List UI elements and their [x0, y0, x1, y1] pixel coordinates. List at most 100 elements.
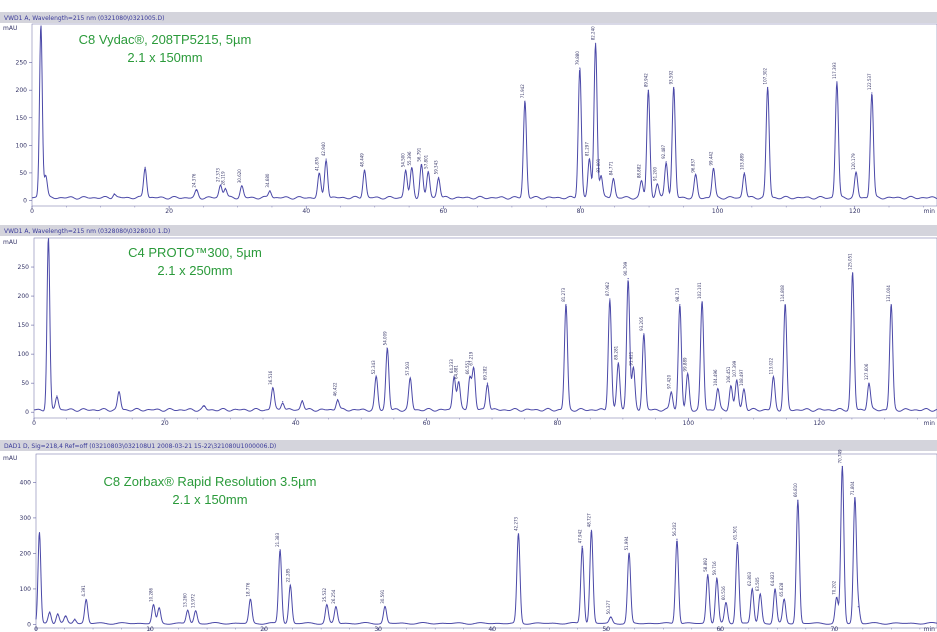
- y-tick-label: 200: [16, 87, 28, 94]
- peak-marker: [841, 465, 843, 468]
- peak-label: 127.606: [864, 363, 869, 380]
- peak-label: 21.383: [275, 532, 280, 546]
- peak-marker: [249, 598, 252, 601]
- peak-marker: [600, 175, 602, 177]
- peak-label: 89.942: [643, 73, 648, 87]
- peak-label: 107.399: [732, 360, 737, 377]
- peak-marker: [427, 171, 429, 173]
- y-tick-label: 300: [20, 515, 32, 522]
- peak-marker: [730, 385, 732, 387]
- peak-marker: [628, 552, 630, 555]
- peak-marker: [627, 278, 629, 280]
- peak-marker: [74, 618, 76, 620]
- peak-label: 98.713: [675, 287, 680, 301]
- peak-label: 30.591: [380, 589, 385, 603]
- peak-marker: [158, 607, 160, 610]
- peak-marker: [774, 588, 776, 590]
- peak-marker: [784, 304, 786, 306]
- y-tick-label: 100: [18, 351, 30, 358]
- peak-marker: [725, 602, 727, 604]
- peak-marker: [469, 376, 471, 378]
- peak-marker: [335, 606, 337, 608]
- x-tick-label: 100: [712, 208, 724, 215]
- peak-marker: [594, 42, 597, 44]
- peak-label: 103.889: [739, 153, 744, 170]
- peak-label: 67.219: [469, 351, 474, 365]
- y-tick-label: 0: [23, 197, 27, 204]
- peak-marker: [736, 542, 739, 544]
- y-tick-label: 250: [16, 60, 28, 67]
- peak-label: 4.391: [81, 585, 86, 597]
- peak-marker: [326, 604, 328, 606]
- peak-marker: [609, 298, 611, 300]
- peak-label: 61.501: [732, 525, 737, 539]
- panel-subtitle: 2.1 x 150mm: [172, 492, 247, 507]
- peak-label: 104.496: [713, 369, 718, 386]
- peak-label: 52.343: [371, 360, 376, 374]
- peak-marker: [565, 304, 567, 306]
- peak-label: 41.876: [314, 157, 319, 171]
- peak-marker: [144, 166, 146, 168]
- peak-label: 88.882: [637, 164, 642, 178]
- peak-marker: [57, 613, 59, 615]
- peak-label: 47.942: [577, 529, 582, 543]
- peak-label: 55.396: [407, 151, 412, 165]
- peak-label: 22.285: [285, 568, 290, 582]
- y-tick-label: 0: [25, 409, 29, 416]
- x-tick-label: 80: [554, 420, 562, 427]
- x-tick-label: 60: [440, 208, 448, 215]
- peak-marker: [857, 606, 859, 608]
- y-tick-label: 50: [19, 170, 27, 177]
- peak-label: 120.179: [851, 153, 856, 170]
- peak-label: 81.297: [584, 142, 589, 156]
- peak-marker: [113, 193, 115, 195]
- peak-marker: [643, 333, 645, 335]
- peak-marker: [707, 574, 709, 576]
- peak-label: 69.282: [482, 366, 487, 380]
- peak-marker: [409, 377, 411, 380]
- peak-label: 90.799: [623, 261, 628, 275]
- peak-label: 59.716: [712, 561, 717, 575]
- peak-label: 10.286: [148, 587, 153, 601]
- peak-marker: [743, 388, 745, 390]
- peak-marker: [219, 184, 222, 186]
- chromatogram-trace: [31, 25, 937, 200]
- peak-label: 108.497: [739, 369, 744, 386]
- peak-label: 125.051: [848, 253, 853, 270]
- peak-label: 83.001: [596, 158, 601, 172]
- peak-label: 58.892: [703, 557, 708, 571]
- plot-frame: [31, 23, 937, 207]
- peak-marker: [152, 604, 155, 606]
- peak-marker: [224, 187, 226, 189]
- peak-label: 97.420: [666, 374, 671, 388]
- peak-label: 62.803: [747, 571, 752, 585]
- peak-marker: [65, 616, 67, 618]
- peak-marker: [473, 368, 475, 370]
- peak-marker: [588, 158, 590, 160]
- plot-frame: [35, 453, 937, 629]
- x-tick-label: 60: [423, 420, 431, 427]
- peak-marker: [890, 304, 892, 306]
- peak-marker: [612, 177, 614, 180]
- chromatogram-panel-3: DAD1 D, Sig=218,4 Ref=off (03210803\0321…: [0, 440, 937, 632]
- peak-marker: [679, 304, 681, 306]
- peak-label: 64.233: [449, 359, 454, 373]
- peak-label: 70.202: [832, 580, 837, 594]
- peak-marker: [118, 391, 120, 393]
- peak-marker: [610, 616, 612, 618]
- peak-label: 84.771: [608, 161, 613, 175]
- peak-marker: [854, 497, 856, 499]
- peak-label: 91.200: [652, 166, 657, 180]
- peak-marker: [665, 161, 667, 163]
- peak-marker: [670, 391, 672, 393]
- x-axis-unit: min: [924, 420, 936, 427]
- peak-label: 81.273: [561, 287, 566, 301]
- peak-marker: [767, 86, 769, 89]
- peak-label: 102.101: [697, 282, 702, 299]
- y-axis-unit: mAU: [3, 239, 17, 246]
- y-tick-label: 250: [18, 264, 30, 271]
- panel-header-text: VWD1 A, Wavelength=215 nm (0328080\03280…: [4, 228, 170, 235]
- peak-marker: [241, 185, 243, 187]
- peak-marker: [203, 405, 205, 407]
